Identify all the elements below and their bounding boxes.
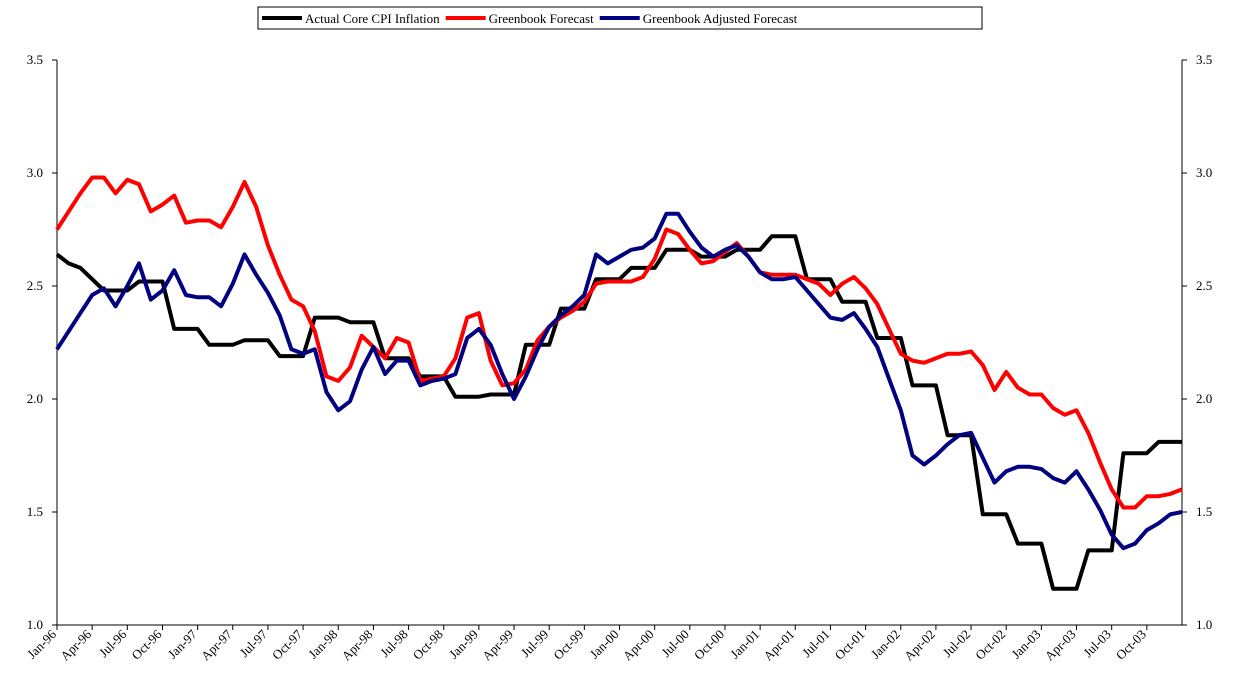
x-tick-label: Jan-01 [727, 627, 762, 662]
x-tick-label: Jan-97 [165, 626, 200, 661]
y-tick-label: 2.5 [27, 278, 43, 293]
series-line [55, 211, 1183, 551]
x-tick-label: Jul-01 [799, 627, 833, 661]
y-tick-label: 3.0 [27, 165, 43, 180]
y2-tick-label: 3.0 [1196, 165, 1212, 180]
x-tick-label: Apr-01 [760, 627, 797, 664]
series-line [55, 175, 1183, 510]
x-tick-label: Apr-98 [339, 627, 376, 664]
legend-label: Actual Core CPI Inflation [305, 11, 440, 26]
x-tick-label: Jul-02 [940, 627, 974, 661]
y2-tick-label: 1.5 [1196, 504, 1212, 519]
y2-tick-label: 1.0 [1196, 617, 1212, 632]
x-tick-label: Jul-98 [377, 627, 411, 661]
x-tick-label: Oct-97 [269, 626, 305, 662]
x-tick-label: Oct-02 [972, 627, 1008, 663]
legend-label: Greenbook Adjusted Forecast [643, 11, 798, 26]
x-tick-label: Apr-03 [1042, 627, 1079, 664]
x-tick-label: Jan-98 [305, 627, 340, 662]
x-tick-label: Jul-96 [96, 626, 130, 660]
y2-tick-label: 2.0 [1196, 391, 1212, 406]
x-tick-label: Apr-02 [901, 627, 938, 664]
x-tick-label: Oct-03 [1113, 627, 1149, 663]
x-tick-label: Jan-02 [868, 627, 903, 662]
x-tick-label: Apr-99 [479, 627, 516, 664]
x-tick-label: Oct-98 [410, 627, 446, 663]
x-tick-label: Oct-00 [691, 627, 727, 663]
x-tick-label: Jul-97 [236, 626, 270, 660]
y2-tick-label: 2.5 [1196, 278, 1212, 293]
x-tick-label: Jul-99 [518, 627, 552, 661]
y-tick-label: 1.0 [27, 617, 43, 632]
x-tick-label: Apr-97 [198, 626, 235, 663]
y-tick-label: 3.5 [27, 52, 43, 67]
x-tick-label: Apr-96 [57, 626, 94, 663]
y2-tick-label: 3.5 [1196, 52, 1212, 67]
y-tick-label: 1.5 [27, 504, 43, 519]
x-tick-label: Jul-00 [658, 627, 692, 661]
x-tick-label: Jan-00 [586, 627, 621, 662]
x-tick-label: Jan-03 [1008, 627, 1043, 662]
x-tick-label: Jul-03 [1080, 627, 1114, 661]
legend-label: Greenbook Forecast [489, 11, 594, 26]
series-line [55, 234, 1182, 591]
y-tick-label: 2.0 [27, 391, 43, 406]
x-tick-label: Apr-00 [620, 627, 657, 664]
x-tick-label: Oct-01 [832, 627, 868, 663]
x-tick-label: Jan-99 [446, 627, 481, 662]
x-tick-label: Oct-96 [128, 626, 164, 662]
x-tick-label: Oct-99 [550, 627, 586, 663]
